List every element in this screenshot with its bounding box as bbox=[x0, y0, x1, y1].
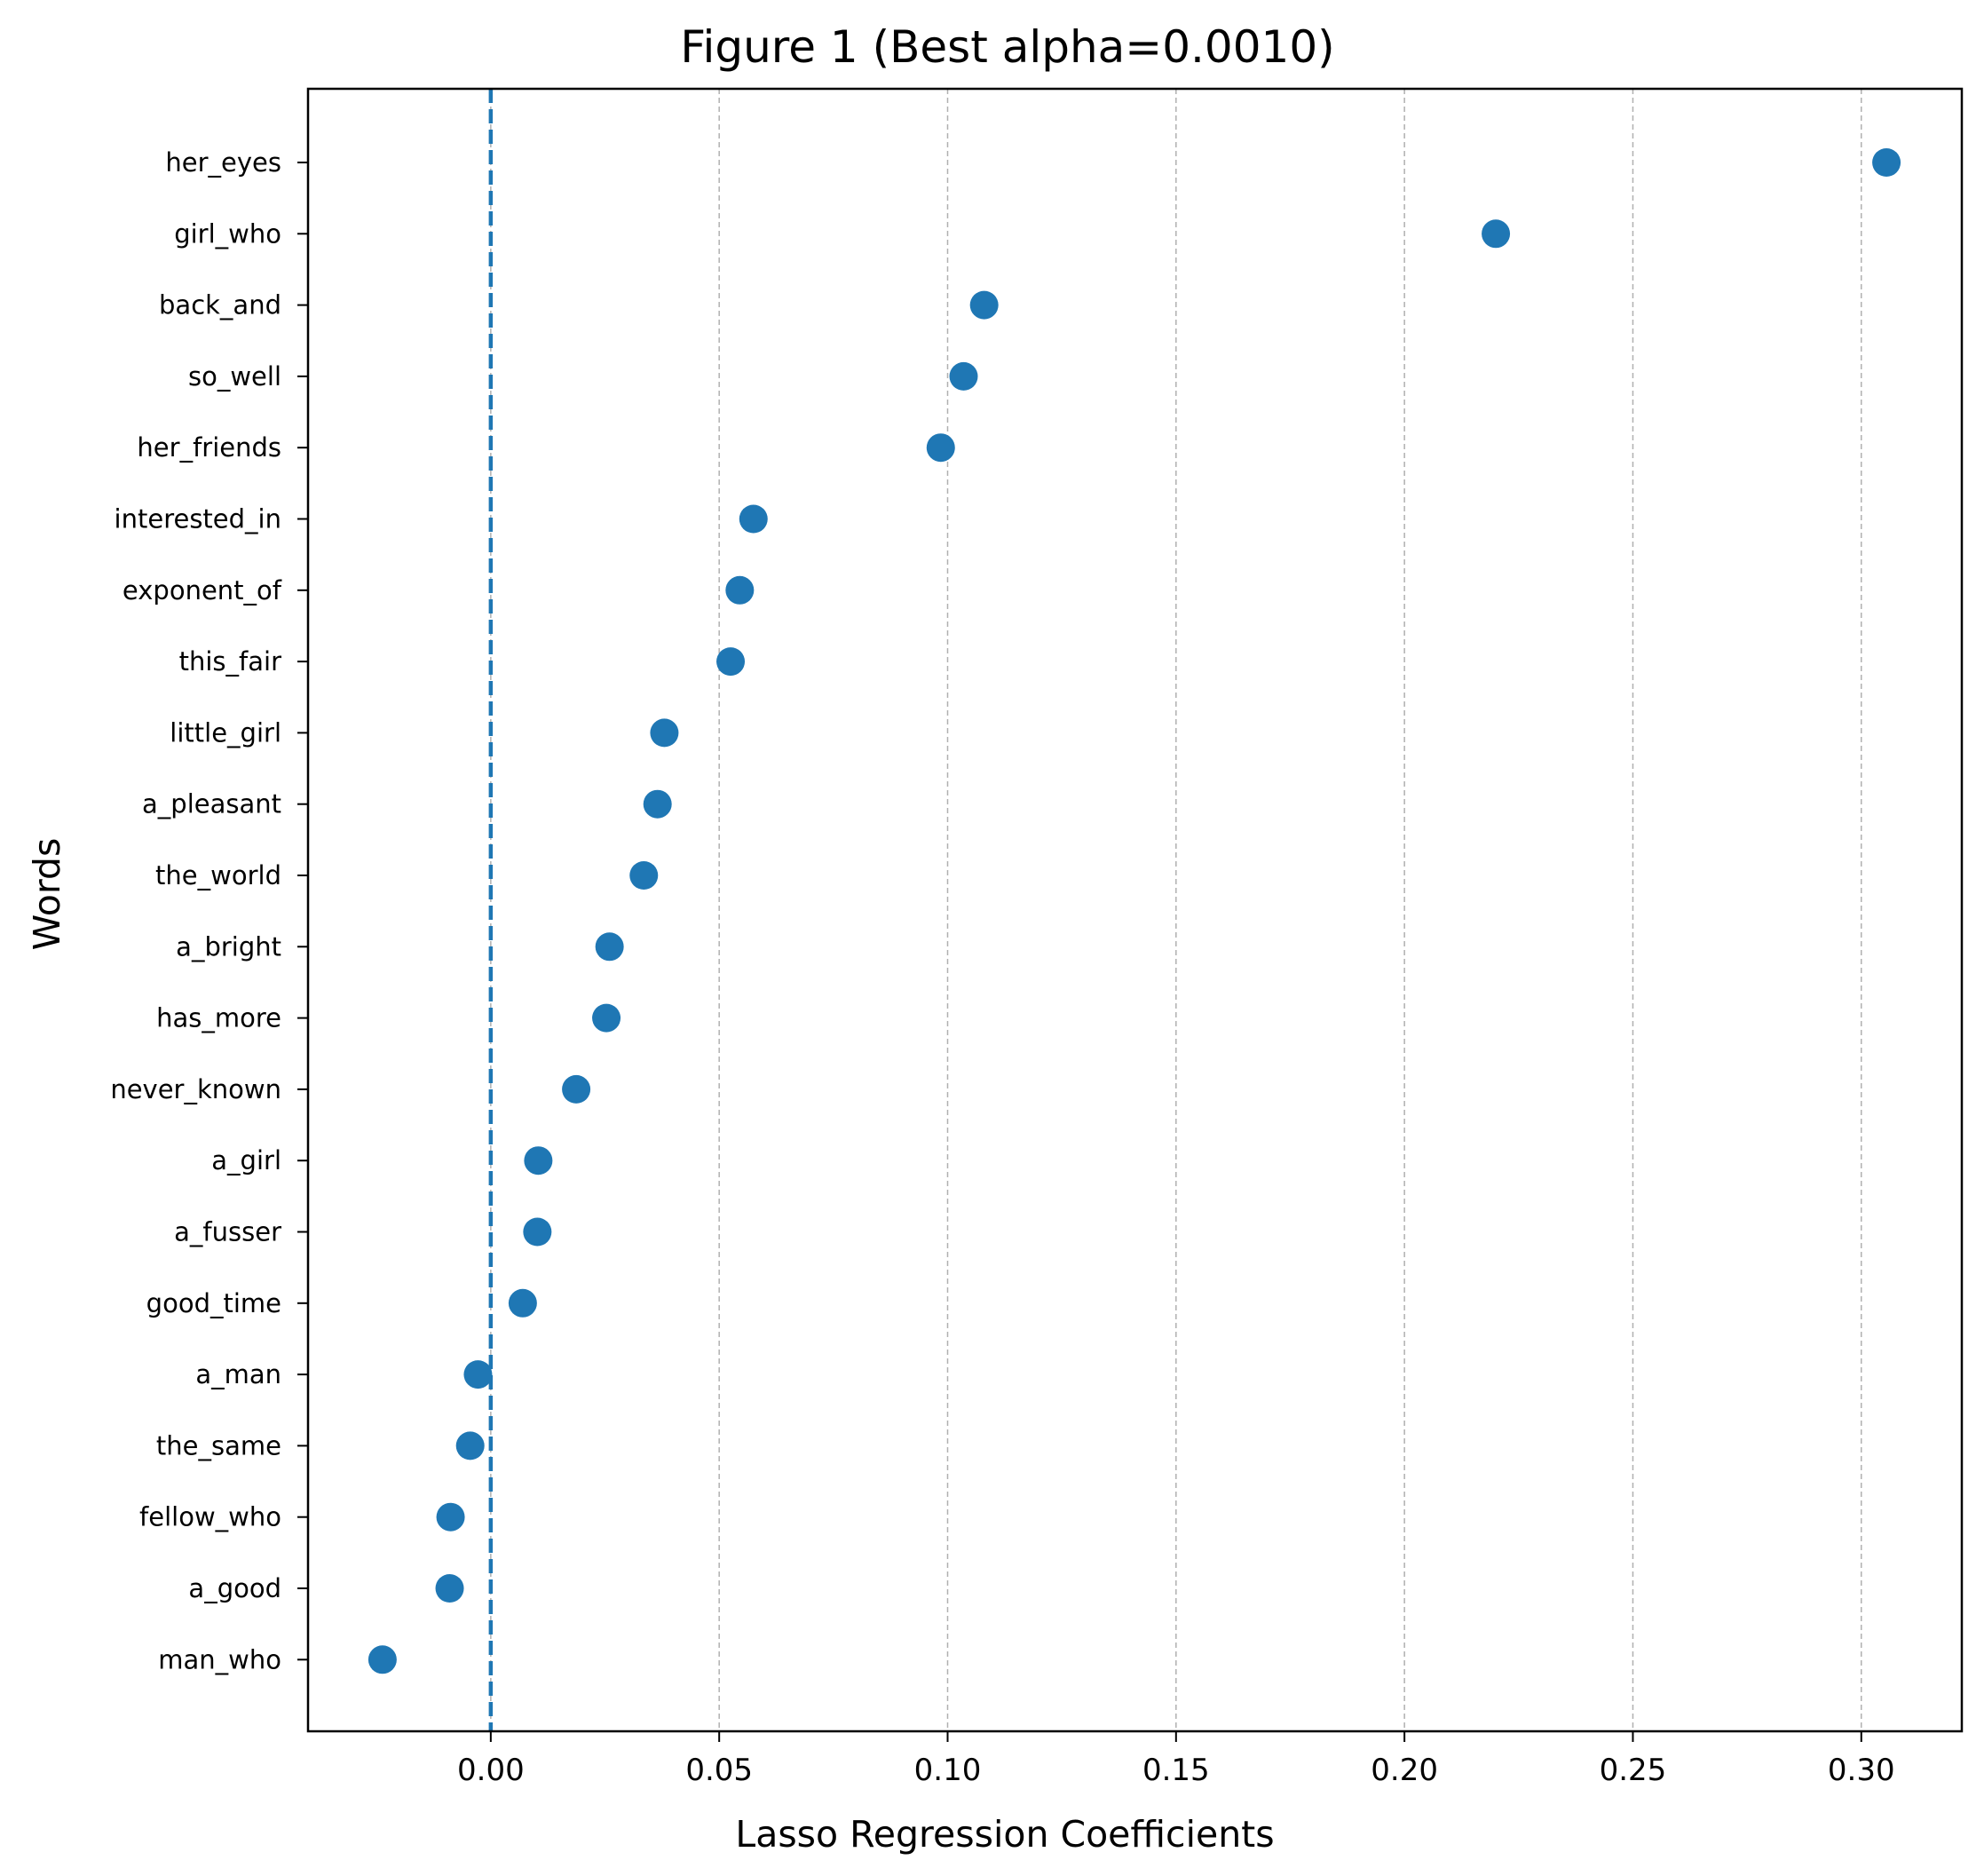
data-point bbox=[524, 1146, 553, 1175]
y-tick-label: so_well bbox=[188, 361, 281, 392]
x-tick-label: 0.10 bbox=[914, 1753, 982, 1788]
y-tick-label: good_time bbox=[146, 1288, 281, 1318]
data-point bbox=[368, 1645, 397, 1674]
data-point bbox=[436, 1502, 465, 1532]
grid-lines bbox=[490, 89, 1862, 1731]
data-point bbox=[435, 1574, 464, 1603]
data-point bbox=[523, 1217, 552, 1247]
data-point bbox=[949, 361, 978, 391]
y-tick-label: the_same bbox=[156, 1430, 281, 1460]
x-tick-label: 0.30 bbox=[1828, 1753, 1895, 1788]
y-tick-label: little_girl bbox=[170, 717, 281, 748]
y-tick-label: this_fair bbox=[179, 646, 281, 677]
y-tick-label: the_world bbox=[155, 860, 281, 891]
data-point bbox=[595, 932, 624, 962]
y-tick-label: fellow_who bbox=[139, 1502, 281, 1532]
y-axis-ticks: her_eyes girl_who back_and so_well her_frien… bbox=[110, 147, 308, 1674]
y-tick-label: exponent_of bbox=[123, 575, 282, 606]
data-point bbox=[739, 504, 768, 534]
data-point bbox=[592, 1003, 621, 1033]
y-axis-label: Words bbox=[26, 838, 68, 951]
data-point bbox=[650, 718, 679, 748]
x-axis-label: Lasso Regression Coefficients bbox=[735, 1813, 1274, 1856]
chart-title: Figure 1 (Best alpha=0.0010) bbox=[680, 21, 1334, 73]
data-point bbox=[926, 433, 955, 463]
y-tick-label: a_bright bbox=[176, 931, 281, 962]
data-point bbox=[643, 789, 672, 819]
x-tick-label: 0.00 bbox=[457, 1753, 525, 1788]
data-point bbox=[969, 290, 999, 320]
y-tick-label: her_friends bbox=[137, 432, 281, 463]
y-tick-label: a_pleasant bbox=[142, 789, 281, 819]
y-tick-label: girl_who bbox=[174, 218, 281, 249]
y-tick-label: a_girl bbox=[211, 1145, 281, 1175]
plot-frame bbox=[306, 87, 1964, 1733]
y-tick-label: a_man bbox=[195, 1359, 281, 1389]
x-tick-label: 0.20 bbox=[1371, 1753, 1438, 1788]
data-point bbox=[629, 861, 659, 890]
x-tick-label: 0.25 bbox=[1600, 1753, 1667, 1788]
y-tick-label: a_good bbox=[188, 1573, 281, 1603]
data-point bbox=[455, 1431, 485, 1460]
y-tick-label: back_and bbox=[159, 290, 281, 321]
y-tick-label: her_eyes bbox=[165, 147, 281, 178]
y-tick-label: never_known bbox=[110, 1074, 281, 1104]
data-point bbox=[1872, 148, 1901, 177]
y-tick-label: man_who bbox=[158, 1644, 281, 1674]
data-point bbox=[508, 1288, 537, 1318]
y-tick-label: has_more bbox=[156, 1003, 281, 1033]
x-tick-label: 0.05 bbox=[685, 1753, 753, 1788]
data-point bbox=[463, 1360, 493, 1389]
data-point bbox=[1482, 219, 1511, 249]
y-tick-label: a_fusser bbox=[174, 1217, 281, 1247]
x-axis-ticks: 0.00 0.05 0.10 0.15 0.20 0.25 0.30 bbox=[457, 1731, 1895, 1788]
data-points bbox=[368, 148, 1901, 1674]
y-tick-label: interested_in bbox=[115, 504, 281, 534]
x-tick-label: 0.15 bbox=[1142, 1753, 1210, 1788]
data-point bbox=[716, 647, 746, 677]
data-point bbox=[562, 1074, 591, 1104]
data-point bbox=[725, 575, 755, 605]
